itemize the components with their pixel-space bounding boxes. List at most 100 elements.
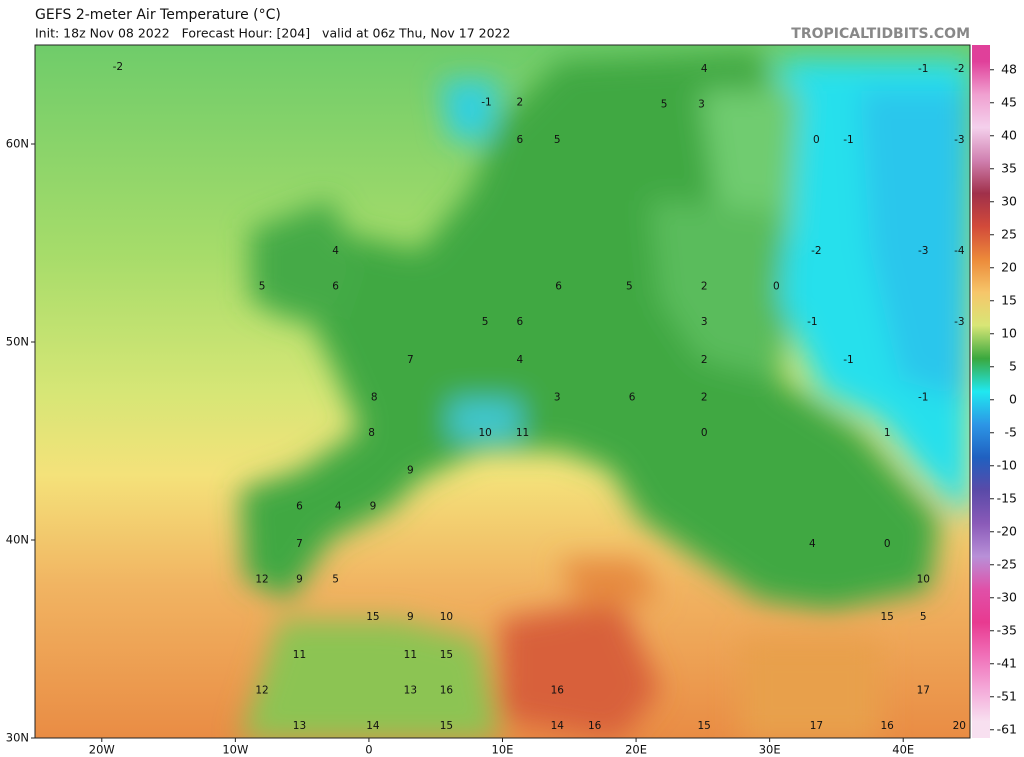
temperature-label: 5 [661, 98, 668, 110]
temperature-label: 3 [698, 98, 705, 110]
y-tick-label: 50N [6, 335, 29, 349]
colorbar-tick-label: -30 [997, 589, 1017, 604]
temperature-label: 5 [920, 611, 927, 623]
y-tick-label: 30N [6, 731, 29, 745]
temperature-label: 5 [332, 574, 339, 586]
temperature-label: 12 [255, 684, 268, 696]
temperature-label: 6 [296, 500, 303, 512]
temperature-label: 17 [917, 684, 930, 696]
temperature-label: 2 [701, 391, 708, 403]
temperature-label: 10 [478, 427, 491, 439]
temperature-label: -2 [954, 63, 964, 75]
temperature-label: 16 [588, 720, 602, 732]
temperature-label: 2 [701, 281, 708, 293]
temperature-label: 15 [698, 720, 711, 732]
colorbar-tick-label: -5 [1005, 424, 1017, 439]
colorbar-tick-label: 35 [1001, 160, 1017, 175]
temperature-label: 20 [953, 720, 966, 732]
colorbar [972, 45, 990, 738]
temperature-label: 15 [440, 649, 453, 661]
x-tick-label: 40E [892, 743, 914, 757]
temperature-label: 11 [404, 649, 417, 661]
colorbar-tick-label: -61 [997, 721, 1017, 736]
colorbar-tick-label: 0 [1009, 391, 1017, 406]
colorbar-tick-label: 45 [1001, 94, 1017, 109]
colorbar-tick-label: -25 [997, 556, 1017, 571]
temperature-label: 9 [407, 465, 414, 477]
temperature-label: 4 [335, 500, 342, 512]
colorbar-tick-label: -20 [997, 523, 1017, 538]
temperature-label: 0 [813, 134, 820, 146]
temperature-label: 0 [701, 427, 708, 439]
colorbar-tick-label: -15 [997, 490, 1017, 505]
temperature-label: 6 [555, 281, 562, 293]
temperature-label: 17 [810, 720, 823, 732]
temperature-label: 16 [880, 720, 894, 732]
temperature-label: 8 [368, 427, 375, 439]
temperature-label: 15 [366, 611, 379, 623]
temperature-label: -2 [811, 245, 821, 257]
temperature-label: 13 [404, 684, 417, 696]
colorbar-tick-label: -35 [997, 622, 1017, 637]
axes: 20W 10W 0 10E 20E 30E 40E 30N 40N 50N 60N [6, 137, 914, 757]
temperature-label: 5 [482, 316, 489, 328]
temperature-label: -1 [481, 96, 491, 108]
temperature-label: -1 [843, 354, 853, 366]
x-tick-label: 30E [759, 743, 781, 757]
temperature-label: -1 [843, 134, 853, 146]
temperature-label: 5 [259, 281, 266, 293]
temperature-label: 6 [517, 316, 524, 328]
temperature-label: 11 [516, 427, 529, 439]
temperature-label: 7 [296, 538, 303, 550]
value-labels: -2-1 24 -1 -25 30 -1 -36 545 6-2 -3 -46 5 2 05 6 3 -1 -37… [113, 61, 966, 732]
x-tick-label: 0 [365, 743, 372, 757]
temperature-label: -3 [954, 316, 964, 328]
temperature-label: -1 [807, 316, 817, 328]
title: GEFS 2-meter Air Temperature (°C) [35, 7, 281, 23]
temperature-label: 4 [809, 538, 816, 550]
temperature-label: 5 [626, 281, 633, 293]
brand: TROPICALTIDBITS.COM [791, 26, 970, 42]
temperature-label: 2 [701, 354, 708, 366]
temperature-label: 1 [884, 427, 891, 439]
colorbar-tick-label: 40 [1001, 127, 1017, 142]
subtitle: Init: 18z Nov 08 2022 Forecast Hour: [20… [35, 26, 510, 41]
temperature-label: 16 [440, 684, 454, 696]
colorbar-tick-label: 20 [1001, 259, 1017, 274]
y-tick-label: 60N [6, 137, 29, 151]
temperature-label: -1 [918, 391, 928, 403]
temperature-label: 6 [332, 281, 339, 293]
temperature-label: 10 [917, 574, 930, 586]
x-tick-label: 20W [89, 743, 115, 757]
temperature-label: 9 [296, 574, 303, 586]
temperature-field [35, 45, 970, 738]
colorbar-tick-label: 5 [1009, 358, 1017, 373]
temperature-label: 0 [773, 281, 780, 293]
colorbar-tick-label: -41 [997, 655, 1017, 670]
colorbar-tick-label: -51 [997, 688, 1017, 703]
temperature-label: 4 [701, 63, 708, 75]
temperature-label: -3 [918, 245, 928, 257]
temperature-label: -4 [954, 245, 965, 257]
temperature-label: 4 [517, 354, 524, 366]
temperature-label: 14 [366, 720, 380, 732]
temperature-label: 14 [551, 720, 565, 732]
y-tick-label: 40N [6, 533, 29, 547]
x-tick-label: 20E [625, 743, 647, 757]
temperature-label: -1 [918, 63, 928, 75]
temperature-label: 10 [440, 611, 453, 623]
colorbar-tick-label: 30 [1001, 193, 1017, 208]
temperature-label: 15 [880, 611, 893, 623]
colorbar-tick-label: 15 [1001, 292, 1017, 307]
temperature-label: 6 [629, 391, 636, 403]
temperature-label: 7 [407, 354, 414, 366]
x-tick-label: 10W [222, 743, 248, 757]
colorbar-tick-label: 10 [1001, 325, 1017, 340]
temperature-label: 3 [554, 391, 561, 403]
temperature-label: 13 [293, 720, 306, 732]
temperature-label: 9 [407, 611, 414, 623]
temperature-label: 8 [371, 391, 378, 403]
temperature-label: 5 [554, 134, 561, 146]
